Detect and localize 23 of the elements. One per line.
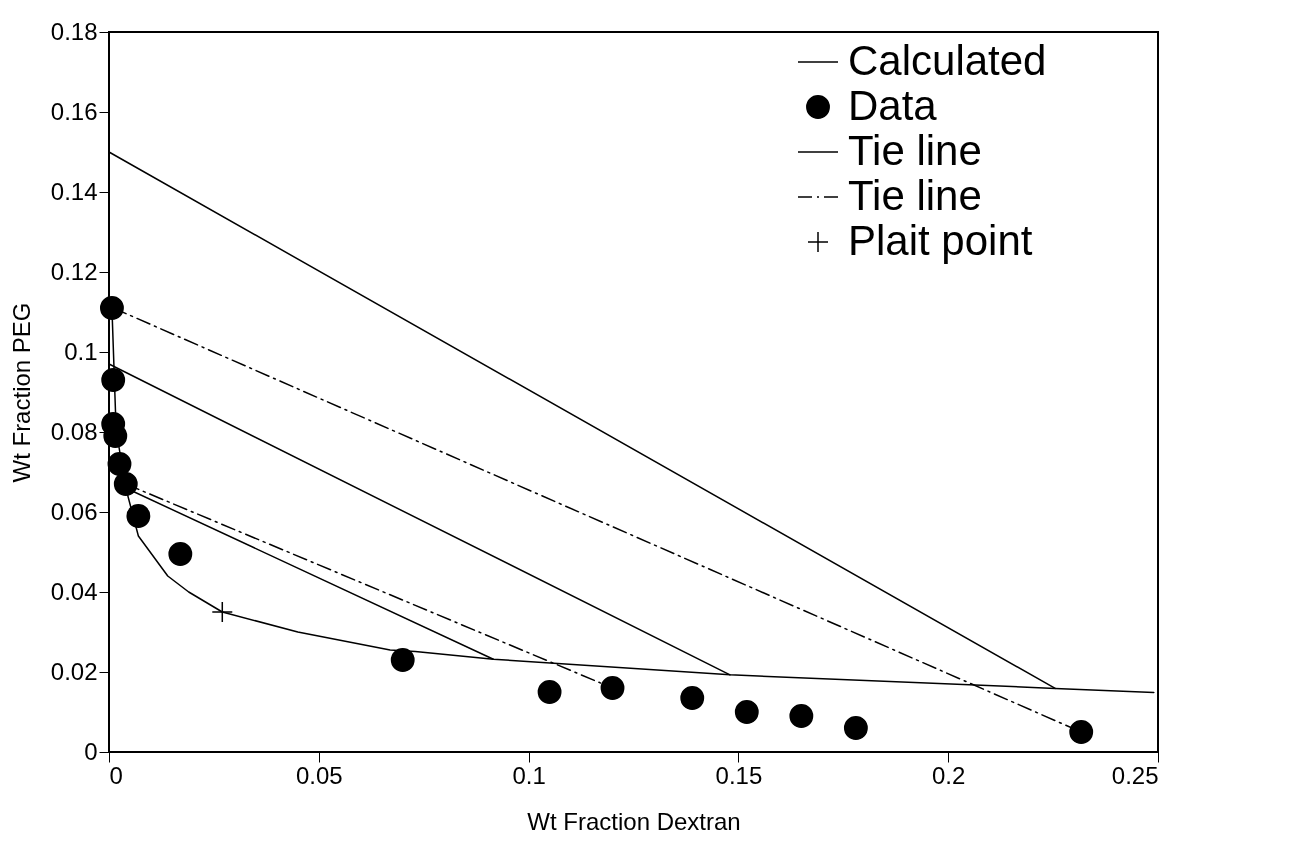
- y-tick-label: 0.18: [50, 17, 98, 45]
- x-tick-label: 0.2: [932, 761, 966, 789]
- y-tick-label: 0.16: [50, 97, 98, 125]
- x-axis-title: Wt Fraction Dextran: [527, 807, 741, 835]
- y-tick-label: 0.04: [50, 577, 98, 605]
- legend-label: Tie line: [848, 127, 982, 174]
- y-tick-label: 0.02: [50, 657, 98, 685]
- legend-label: Calculated: [848, 37, 1047, 84]
- x-tick-label: 0.1: [512, 761, 546, 789]
- y-axis-title: Wt Fraction PEG: [7, 302, 35, 483]
- x-tick-label: 0.05: [295, 761, 343, 789]
- legend-label: Plait point: [848, 217, 1033, 264]
- legend-label: Tie line: [848, 172, 982, 219]
- y-tick-label: 0.12: [50, 257, 98, 285]
- y-tick-label: 0: [84, 737, 98, 765]
- y-tick-label: 0.14: [50, 177, 98, 205]
- x-tick-label: 0: [109, 761, 123, 789]
- y-tick-label: 0.08: [50, 417, 98, 445]
- x-tick-label: 0.25: [1111, 761, 1159, 789]
- y-tick-label: 0.1: [64, 337, 98, 365]
- legend-label: Data: [848, 82, 938, 129]
- x-tick-label: 0.15: [715, 761, 763, 789]
- y-tick-label: 0.06: [50, 497, 98, 525]
